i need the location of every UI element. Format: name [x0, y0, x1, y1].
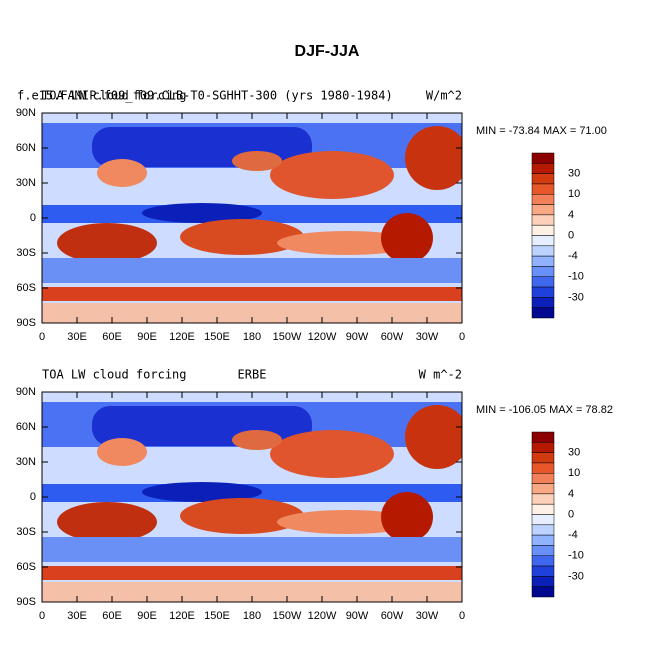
- lat-label: 30S: [16, 247, 36, 259]
- colorbar-box: [531, 286, 555, 298]
- colorbar-label: -4: [568, 529, 578, 541]
- panels: TOA LW cloud forcingf.e15.FAMIP.f09_f09.…: [16, 89, 613, 622]
- lon-label: 30E: [67, 610, 87, 622]
- colorbar-box: [531, 183, 555, 195]
- lat-label: 90N: [16, 107, 36, 119]
- panel-right-title: W m^-2: [419, 368, 462, 382]
- lon-label: 0: [39, 610, 45, 622]
- lon-label: 90W: [346, 331, 369, 343]
- colorbar-box: [531, 555, 555, 567]
- colorbar-box: [531, 565, 555, 577]
- colorbar-box: [531, 534, 555, 546]
- lon-label: 30W: [416, 331, 439, 343]
- lon-label: 120W: [308, 331, 337, 343]
- lat-label: 90S: [16, 317, 36, 329]
- colorbar-box: [531, 503, 555, 515]
- panel-stats: MIN = -73.84 MAX = 71.00: [476, 125, 607, 137]
- colorbar-box: [531, 307, 555, 319]
- panel-center-title: ERBE: [238, 368, 267, 382]
- lon-label: 120E: [169, 331, 195, 343]
- colorbar-label: -30: [568, 570, 584, 582]
- colorbar-box: [531, 214, 555, 226]
- lon-label: 30E: [67, 331, 87, 343]
- lat-label: 0: [30, 491, 36, 503]
- lon-label: 120E: [169, 610, 195, 622]
- colorbar-label: 10: [568, 188, 580, 200]
- colorbar-label: 30: [568, 168, 580, 180]
- figure-title: DJF-JJA: [295, 43, 360, 60]
- colorbar-label: -10: [568, 271, 584, 283]
- lon-label: 30W: [416, 610, 439, 622]
- lat-label: 90N: [16, 386, 36, 398]
- lat-label: 60S: [16, 282, 36, 294]
- panel-left-title: TOA LW cloud forcing: [42, 368, 187, 382]
- panel-left-title-2: f.e15.FAMIP.f09_f09.CLB-T0-SGHHT-300 (yr…: [17, 89, 393, 103]
- panel-left-title: TOA LW cloud forcing: [42, 89, 187, 103]
- lon-label: 90E: [137, 610, 157, 622]
- lat-label: 0: [30, 212, 36, 224]
- panel-right-title: W/m^2: [426, 89, 462, 103]
- panel-stats: MIN = -106.05 MAX = 78.82: [476, 404, 613, 416]
- lon-label: 0: [459, 331, 465, 343]
- lat-label: 90S: [16, 596, 36, 608]
- lon-label: 90E: [137, 331, 157, 343]
- colorbar-box: [531, 586, 555, 598]
- colorbar-label: 4: [568, 209, 574, 221]
- lon-label: 120W: [308, 610, 337, 622]
- colorbar-box: [531, 462, 555, 474]
- colorbar-box: [531, 276, 555, 288]
- map-field: [42, 113, 469, 323]
- lon-label: 0: [39, 331, 45, 343]
- colorbar-box: [531, 235, 555, 247]
- colorbar-box: [531, 576, 555, 587]
- lon-label: 150E: [204, 331, 230, 343]
- lon-label: 60E: [102, 610, 122, 622]
- lon-label: 180: [243, 331, 261, 343]
- colorbar-label: 30: [568, 447, 580, 459]
- colorbar-label: -4: [568, 250, 578, 262]
- colorbar-box: [531, 545, 555, 556]
- colorbar-box: [531, 194, 555, 205]
- lon-label: 60W: [381, 610, 404, 622]
- colorbar-box: [531, 173, 555, 185]
- lat-label: 30N: [16, 456, 36, 468]
- lat-label: 60N: [16, 421, 36, 433]
- colorbar-box: [531, 524, 555, 536]
- colorbar-box: [531, 204, 555, 216]
- colorbar-box: [531, 163, 555, 174]
- colorbar-box: [531, 493, 555, 505]
- lat-label: 60N: [16, 142, 36, 154]
- lon-label: 150W: [273, 610, 302, 622]
- colorbar-label: 4: [568, 488, 574, 500]
- colorbar-box: [531, 266, 555, 277]
- colorbar-box: [531, 245, 555, 257]
- lon-label: 150W: [273, 331, 302, 343]
- colorbar-box: [531, 431, 555, 443]
- colorbar-label: -30: [568, 291, 584, 303]
- colorbar-label: 0: [568, 508, 574, 520]
- colorbar-box: [531, 297, 555, 308]
- lon-label: 180: [243, 610, 261, 622]
- lon-label: 150E: [204, 610, 230, 622]
- colorbar-label: 0: [568, 229, 574, 241]
- colorbar-box: [531, 452, 555, 464]
- colorbar-label: -10: [568, 550, 584, 562]
- lon-label: 90W: [346, 610, 369, 622]
- lat-label: 30N: [16, 177, 36, 189]
- colorbar-box: [531, 224, 555, 236]
- lon-label: 0: [459, 610, 465, 622]
- lat-label: 60S: [16, 561, 36, 573]
- lat-label: 30S: [16, 526, 36, 538]
- colorbar-box: [531, 255, 555, 267]
- colorbar-box: [531, 473, 555, 484]
- colorbar-box: [531, 483, 555, 495]
- lon-label: 60E: [102, 331, 122, 343]
- colorbar-box: [531, 514, 555, 526]
- colorbar-box: [531, 442, 555, 453]
- map-field: [42, 392, 469, 602]
- colorbar-box: [531, 152, 555, 164]
- lon-label: 60W: [381, 331, 404, 343]
- colorbar-label: 10: [568, 467, 580, 479]
